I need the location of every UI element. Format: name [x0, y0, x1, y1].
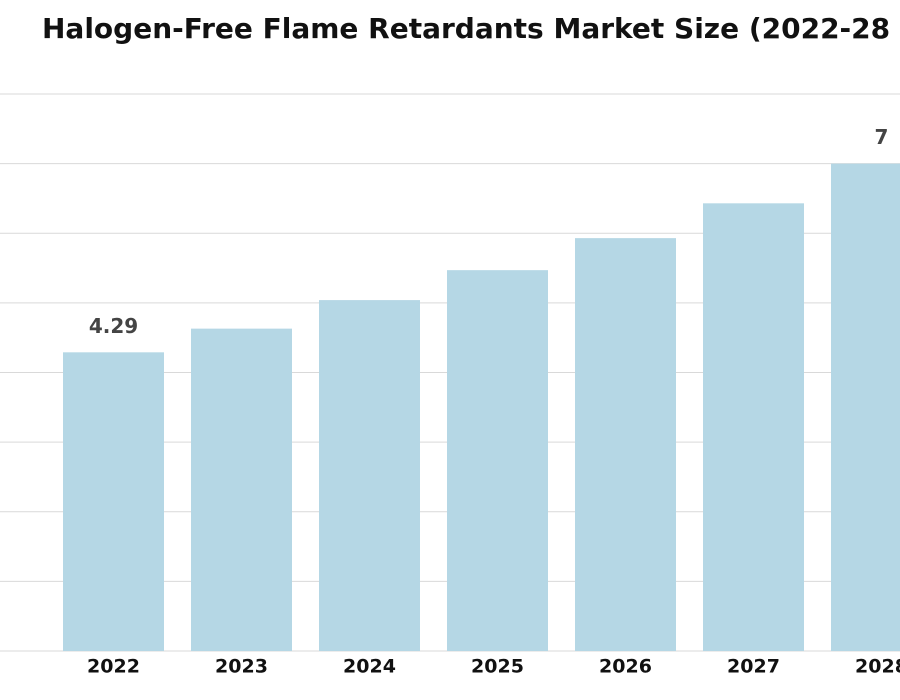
- x-tick-label: 2022: [87, 656, 140, 678]
- chart-title: Halogen-Free Flame Retardants Market Siz…: [42, 12, 890, 45]
- x-tick-label: 2028: [855, 656, 900, 678]
- bar: [831, 163, 900, 651]
- bar: [575, 238, 676, 651]
- bar: [447, 270, 548, 651]
- bar: [703, 203, 804, 651]
- bar: [319, 300, 420, 651]
- bar: [63, 352, 164, 651]
- x-tick-label: 2024: [343, 656, 396, 678]
- x-tick-label: 2023: [215, 656, 268, 678]
- value-label: 4.29: [89, 314, 138, 338]
- x-tick-label: 2026: [599, 656, 652, 678]
- x-tick-label: 2025: [471, 656, 524, 678]
- bar: [191, 328, 292, 651]
- x-tick-label: 2027: [727, 656, 780, 678]
- value-label: 7: [875, 125, 889, 149]
